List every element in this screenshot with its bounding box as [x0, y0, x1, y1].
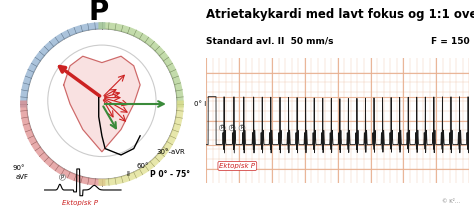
- Text: 0° I: 0° I: [194, 101, 207, 107]
- Ellipse shape: [48, 45, 156, 157]
- Text: 90°: 90°: [13, 165, 25, 171]
- Text: 30°-aVR: 30°-aVR: [156, 149, 185, 155]
- Text: © K²...: © K²...: [442, 199, 460, 204]
- Text: P: P: [240, 125, 244, 130]
- Text: aVF: aVF: [16, 174, 29, 180]
- Text: Ektopisk P: Ektopisk P: [62, 200, 98, 206]
- Text: P: P: [221, 125, 224, 130]
- Text: Standard avl. II  50 mm/s: Standard avl. II 50 mm/s: [206, 36, 334, 46]
- Text: Ektopisk P: Ektopisk P: [219, 163, 255, 169]
- Text: P: P: [230, 125, 234, 130]
- Text: 60°: 60°: [137, 163, 149, 170]
- Text: P: P: [89, 0, 109, 26]
- Text: Atrietakykardi med lavt fokus og 1:1 overledning: Atrietakykardi med lavt fokus og 1:1 ove…: [206, 8, 474, 21]
- Text: II: II: [126, 171, 130, 177]
- Polygon shape: [64, 56, 140, 152]
- Text: P: P: [61, 175, 64, 180]
- Text: F = 150: F = 150: [431, 36, 469, 46]
- Text: P 0° - 75°: P 0° - 75°: [150, 170, 190, 178]
